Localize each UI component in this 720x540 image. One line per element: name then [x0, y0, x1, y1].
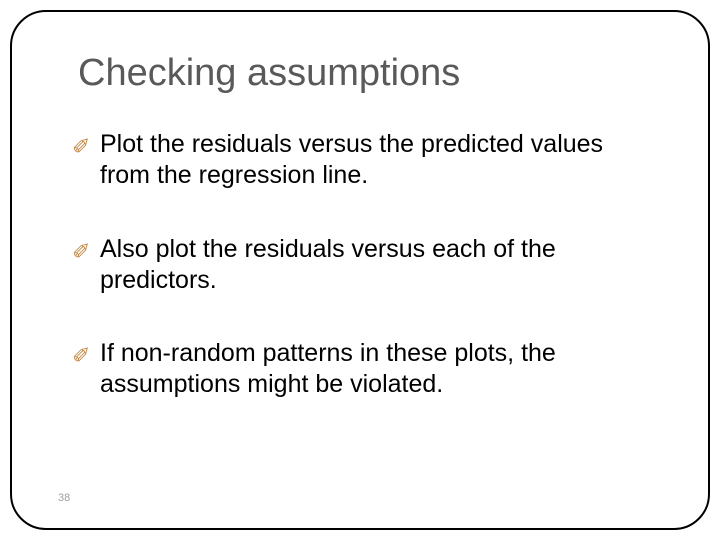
list-item: ✐ Also plot the residuals versus each of… — [72, 234, 658, 297]
bullet-text: If non-random patterns in these plots, t… — [100, 339, 556, 398]
slide-frame: Checking assumptions ✐ Plot the residual… — [10, 10, 710, 530]
bullet-text: Plot the residuals versus the predicted … — [100, 130, 603, 189]
list-item: ✐ If non-random patterns in these plots,… — [72, 338, 658, 401]
slide-title: Checking assumptions — [78, 52, 658, 95]
page-number: 38 — [58, 492, 70, 504]
bullet-glyph-icon: ✐ — [72, 133, 90, 161]
bullet-list: ✐ Plot the residuals versus the predicte… — [72, 129, 658, 401]
bullet-glyph-icon: ✐ — [72, 342, 90, 370]
bullet-glyph-icon: ✐ — [72, 238, 90, 266]
bullet-text: Also plot the residuals versus each of t… — [100, 235, 556, 294]
list-item: ✐ Plot the residuals versus the predicte… — [72, 129, 658, 192]
